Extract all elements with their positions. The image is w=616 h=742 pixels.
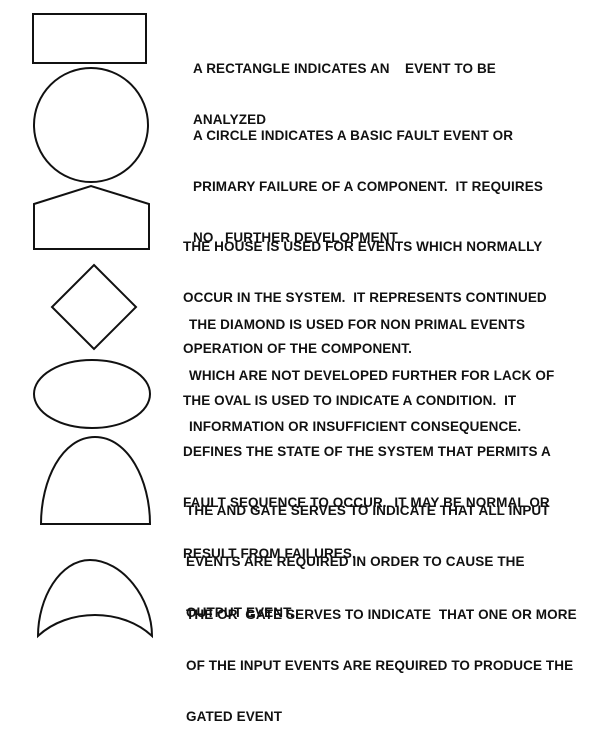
oval-description-line: FAULT SEQUENCE TO OCCUR. IT MAY BE NORMA… bbox=[183, 495, 550, 510]
house-description-line: OCCUR IN THE SYSTEM. IT REPRESENTS CONTI… bbox=[183, 290, 547, 305]
symbol-column bbox=[32, 13, 154, 639]
circle-symbol bbox=[33, 67, 149, 183]
oval-description-line: THE OVAL IS USED TO INDICATE A CONDITION… bbox=[183, 393, 517, 408]
or-gate-description-line: GATED EVENT bbox=[186, 709, 283, 724]
diamond-description-line: INFORMATION OR INSUFFICIENT CONSEQUENCE. bbox=[189, 419, 522, 434]
circle-description-line: A CIRCLE INDICATES A BASIC FAULT EVENT O… bbox=[193, 128, 514, 143]
or-gate-description-line: THE OR GATE SERVES TO INDICATE THAT ONE … bbox=[186, 607, 577, 622]
oval-description-line: DEFINES THE STATE OF THE SYSTEM THAT PER… bbox=[183, 444, 551, 459]
and-gate-description-line: EVENTS ARE REQUIRED IN ORDER TO CAUSE TH… bbox=[186, 554, 525, 569]
oval-description: THE OVAL IS USED TO INDICATE A CONDITION… bbox=[183, 358, 551, 579]
diamond-description-line: THE DIAMOND IS USED FOR NON PRIMAL EVENT… bbox=[189, 317, 526, 332]
and-gate-description: THE AND GATE SERVES TO INDICATE THAT ALL… bbox=[186, 468, 550, 638]
house-description-line: OPERATION OF THE COMPONENT. bbox=[183, 341, 412, 356]
rectangle-description: A RECTANGLE INDICATES AN EVENT TO BE ANA… bbox=[193, 26, 496, 145]
or-gate-description: THE OR GATE SERVES TO INDICATE THAT ONE … bbox=[186, 572, 577, 742]
house-description-line: THE HOUSE IS USED FOR EVENTS WHICH NORMA… bbox=[183, 239, 543, 254]
oval-symbol bbox=[33, 359, 151, 429]
circle-description-line: NO FURTHER DEVELOPMENT bbox=[193, 230, 398, 245]
rectangle-description-line: ANALYZED bbox=[193, 112, 267, 127]
diamond-description: THE DIAMOND IS USED FOR NON PRIMAL EVENT… bbox=[189, 282, 554, 452]
or-gate-description-line: OF THE INPUT EVENTS ARE REQUIRED TO PROD… bbox=[186, 658, 574, 673]
and-gate-symbol bbox=[39, 435, 152, 525]
and-gate-description-line: OUTPUT EVENT. bbox=[186, 605, 294, 620]
circle-description-line: PRIMARY FAILURE OF A COMPONENT. IT REQUI… bbox=[193, 179, 543, 194]
house-symbol bbox=[33, 184, 150, 250]
circle-description: A CIRCLE INDICATES A BASIC FAULT EVENT O… bbox=[193, 93, 543, 263]
or-gate-symbol bbox=[36, 558, 154, 639]
diamond-description-line: WHICH ARE NOT DEVELOPED FURTHER FOR LACK… bbox=[189, 368, 555, 383]
oval-description-line: RESULT FROM FAILURES. bbox=[183, 546, 356, 561]
diamond-symbol bbox=[50, 263, 138, 351]
and-gate-description-line: THE AND GATE SERVES TO INDICATE THAT ALL… bbox=[186, 503, 550, 518]
rectangle-symbol bbox=[32, 13, 147, 64]
house-description: THE HOUSE IS USED FOR EVENTS WHICH NORMA… bbox=[183, 204, 547, 374]
rectangle-description-line: A RECTANGLE INDICATES AN EVENT TO BE bbox=[193, 61, 496, 76]
